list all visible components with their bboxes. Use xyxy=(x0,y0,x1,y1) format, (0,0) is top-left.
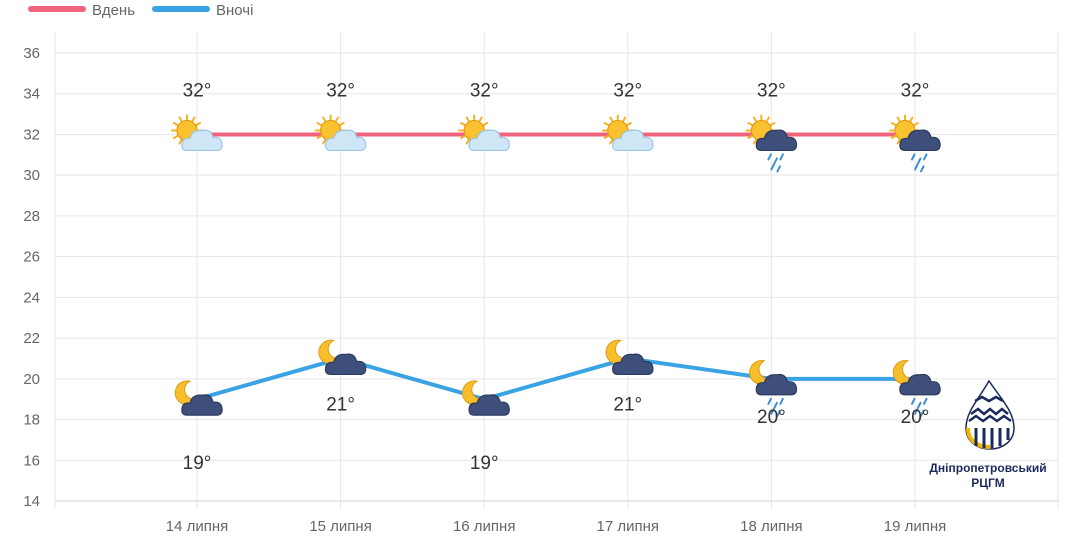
x-tick-label: 19 липня xyxy=(884,518,947,535)
y-tick-label: 20 xyxy=(23,371,40,388)
y-tick-label: 16 xyxy=(23,452,40,469)
moon-cloud-icon xyxy=(605,339,654,376)
y-tick-label: 32 xyxy=(23,126,40,143)
weather-icons xyxy=(171,114,941,417)
sun-rain-cloud-icon xyxy=(745,114,798,173)
data-labels: 32° 32° 32° 32° 32° 32° 19° 21° 19° 21° 20° 20° xyxy=(183,80,930,474)
moon-cloud-icon xyxy=(174,380,223,416)
moon-cloud-icon xyxy=(318,339,367,376)
night-temp-label: 21° xyxy=(613,394,642,415)
x-tick-label: 14 липня xyxy=(166,518,229,535)
logo: Дніпропетровський РЦГМ xyxy=(929,379,1047,490)
series-lines xyxy=(195,132,917,402)
series-line-night xyxy=(195,356,917,402)
night-temp-label: 19° xyxy=(183,453,212,474)
legend-swatch-day xyxy=(28,6,86,12)
y-tick-label: 30 xyxy=(23,167,40,184)
day-temp-label: 32° xyxy=(757,80,786,101)
legend-item-night[interactable]: Вночі xyxy=(152,2,253,19)
sun-cloud-icon xyxy=(458,114,510,152)
night-temp-label: 21° xyxy=(326,394,355,415)
legend-label-night: Вночі xyxy=(216,2,253,19)
x-tick-label: 18 липня xyxy=(740,518,803,535)
logo-text-line2: РЦГМ xyxy=(971,476,1005,490)
y-axis: 14 16 18 20 22 24 26 28 30 32 34 36 xyxy=(23,45,40,510)
moon-rain-cloud-icon xyxy=(892,360,941,417)
day-temp-label: 32° xyxy=(183,80,212,101)
day-temp-label: 32° xyxy=(326,80,355,101)
night-temp-label: 20° xyxy=(757,407,786,428)
grid xyxy=(54,32,1059,509)
day-temp-label: 32° xyxy=(613,80,642,101)
y-tick-label: 22 xyxy=(23,330,40,347)
sun-rain-cloud-icon xyxy=(889,114,941,173)
sun-cloud-icon xyxy=(314,114,367,152)
legend: Вдень Вночі xyxy=(28,2,253,19)
y-tick-label: 34 xyxy=(23,86,40,103)
day-temp-label: 32° xyxy=(470,80,499,101)
legend-item-day[interactable]: Вдень xyxy=(28,2,135,19)
y-tick-label: 14 xyxy=(23,493,40,510)
y-tick-label: 18 xyxy=(23,412,40,429)
legend-swatch-night xyxy=(152,6,210,12)
y-tick-label: 24 xyxy=(23,289,40,306)
x-tick-label: 16 липня xyxy=(453,518,516,535)
y-tick-label: 28 xyxy=(23,208,40,225)
x-axis: 14 липня 15 липня 16 липня 17 липня 18 липня… xyxy=(166,518,947,535)
night-temp-label: 20° xyxy=(901,407,930,428)
night-temp-label: 19° xyxy=(470,453,499,474)
y-tick-label: 36 xyxy=(23,45,40,62)
sun-cloud-icon xyxy=(601,114,654,152)
legend-label-day: Вдень xyxy=(92,2,135,19)
y-tick-label: 26 xyxy=(23,249,40,266)
moon-rain-cloud-icon xyxy=(749,360,798,417)
day-temp-label: 32° xyxy=(901,80,930,101)
logo-drop-icon xyxy=(965,379,1015,450)
sun-cloud-icon xyxy=(171,114,223,152)
x-tick-label: 15 липня xyxy=(309,518,372,535)
moon-cloud-icon xyxy=(461,380,510,416)
x-tick-label: 17 липня xyxy=(597,518,660,535)
logo-text-line1: Дніпропетровський xyxy=(929,461,1046,475)
